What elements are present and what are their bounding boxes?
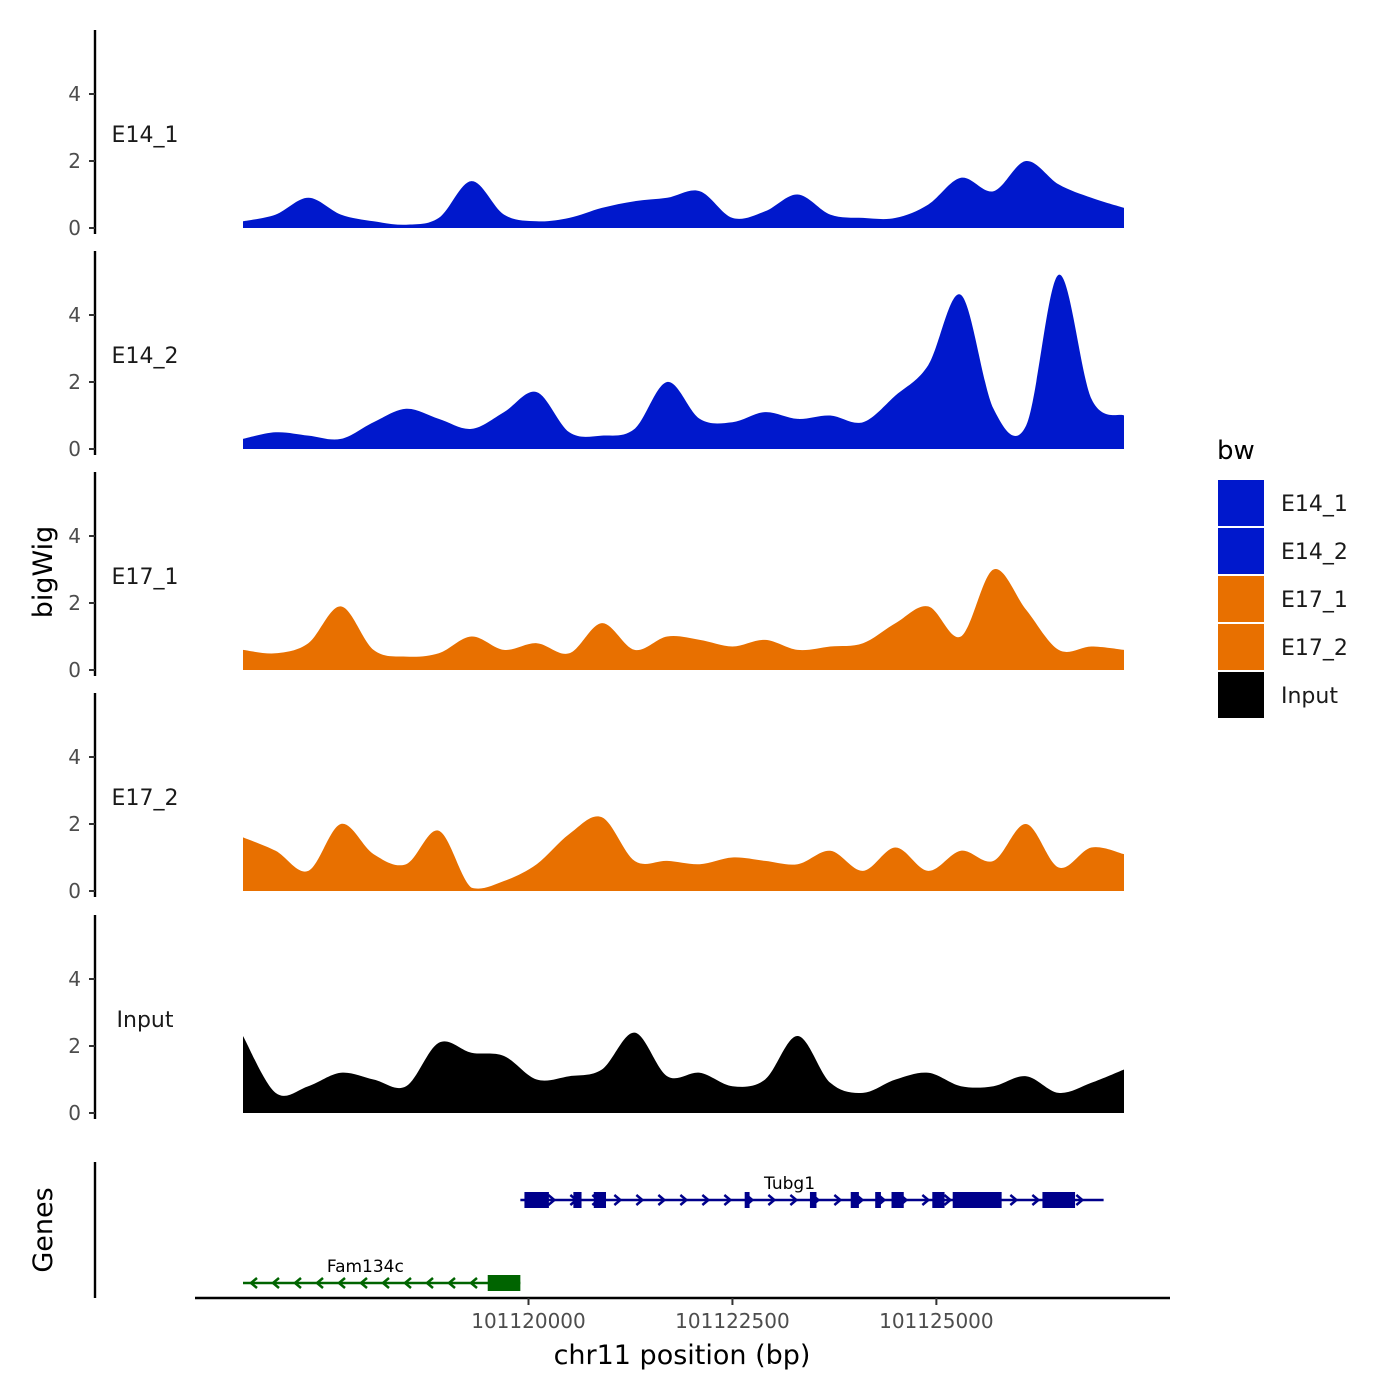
genes-axis-title: Genes (28, 1187, 59, 1272)
coverage-area (243, 274, 1124, 449)
strand-arrow (447, 1277, 456, 1289)
strand-arrow (381, 1277, 390, 1289)
legend-entry-label: E17_1 (1281, 588, 1348, 613)
strand-arrow (1009, 1194, 1019, 1206)
strand-arrow (1031, 1194, 1041, 1206)
legend-swatch (1218, 576, 1264, 622)
strand-arrow (359, 1277, 368, 1289)
y-tick-label: 0 (68, 437, 81, 461)
strand-arrow (723, 1194, 733, 1206)
gene-exon (891, 1192, 904, 1208)
track-label: E17_1 (112, 565, 179, 590)
legend-entry-label: E17_2 (1281, 636, 1348, 661)
y-axis-title: bigWig (28, 526, 59, 619)
tracks-layer: 0 2 4 E14_1 0 2 4 E14_2 0 2 4 E17_1 0 2 4 E17_2 0 2 4 Input (68, 30, 1124, 1125)
x-axis-title: chr11 position (bp) (554, 1340, 811, 1371)
strand-arrow (789, 1194, 799, 1206)
strand-arrow (657, 1194, 667, 1206)
gene-exon (809, 1192, 817, 1208)
y-tick-label: 4 (68, 82, 81, 106)
gene-fam134c: Fam134c (243, 1257, 521, 1291)
strand-arrow (337, 1277, 346, 1289)
track-e14-1: 0 2 4 E14_1 (68, 30, 1124, 240)
legend-swatch (1218, 624, 1264, 670)
gene-name-label: Fam134c (327, 1257, 404, 1277)
strand-arrow (767, 1194, 777, 1206)
strand-arrow (403, 1277, 412, 1289)
y-tick-label: 0 (68, 658, 81, 682)
gene-tubg1: Tubg1 (520, 1174, 1104, 1208)
legend-swatch (1218, 528, 1264, 574)
gene-exon (875, 1192, 881, 1208)
y-tick-label: 4 (68, 967, 81, 991)
y-tick-label: 2 (68, 1034, 81, 1058)
track-e17-2: 0 2 4 E17_2 (68, 693, 1124, 903)
gene-exon (952, 1192, 1002, 1208)
track-e14-2: 0 2 4 E14_2 (68, 251, 1124, 461)
y-tick-label: 4 (68, 745, 81, 769)
strand-arrow (921, 1194, 931, 1206)
strand-arrow (613, 1194, 623, 1206)
strand-arrow (547, 1194, 557, 1206)
x-tick-label: 101125000 (879, 1309, 994, 1333)
legend: bw E14_1 E14_2 E17_1 E17_2 Input (1217, 436, 1348, 718)
y-tick-label: 0 (68, 1101, 81, 1125)
strand-arrow (425, 1277, 434, 1289)
y-tick-label: 2 (68, 149, 81, 173)
gene-exon (1042, 1192, 1076, 1208)
y-tick-label: 2 (68, 370, 81, 394)
track-label: Input (117, 1008, 174, 1033)
track-label: E14_1 (112, 123, 179, 148)
gene-exon (487, 1275, 521, 1291)
strand-arrow (679, 1194, 689, 1206)
y-tick-label: 2 (68, 591, 81, 615)
legend-entry-label: E14_2 (1281, 540, 1348, 565)
track-label: E14_2 (112, 344, 179, 369)
y-tick-label: 2 (68, 812, 81, 836)
gene-exon (524, 1192, 549, 1208)
gene-exon (932, 1192, 945, 1208)
y-tick-label: 0 (68, 216, 81, 240)
gene-exon (593, 1192, 607, 1208)
strand-arrow (943, 1194, 953, 1206)
legend-title: bw (1217, 436, 1255, 466)
y-tick-label: 4 (68, 524, 81, 548)
strand-arrow (635, 1194, 645, 1206)
x-axis: 101120000 101122500 101125000 (195, 1296, 1170, 1333)
gene-name-label: Tubg1 (763, 1174, 815, 1194)
x-tick-label: 101122500 (675, 1309, 790, 1333)
strand-arrow (271, 1277, 280, 1289)
track-label: E17_2 (112, 786, 179, 811)
legend-swatch (1218, 480, 1264, 526)
strand-arrow (833, 1194, 843, 1206)
strand-arrow (315, 1277, 324, 1289)
y-tick-label: 0 (68, 879, 81, 903)
x-tick-label: 101120000 (471, 1309, 586, 1333)
strand-arrow (293, 1277, 302, 1289)
track-e17-1: 0 2 4 E17_1 (68, 472, 1124, 682)
y-tick-label: 4 (68, 303, 81, 327)
gene-exon (744, 1192, 750, 1208)
legend-swatch (1218, 672, 1264, 718)
coverage-area (243, 160, 1124, 228)
track-input: 0 2 4 Input (68, 915, 1124, 1125)
legend-entry-label: Input (1281, 684, 1338, 709)
coverage-area (243, 816, 1124, 891)
genes-layer: Tubg1 Fam134c (93, 1162, 1104, 1298)
gene-exon (850, 1192, 859, 1208)
gene-exon (573, 1192, 582, 1208)
strand-arrow (1075, 1194, 1085, 1206)
coverage-area (243, 569, 1124, 670)
strand-arrow (249, 1277, 258, 1289)
strand-arrow (701, 1194, 711, 1206)
coverage-area (243, 1032, 1124, 1113)
strand-arrow (469, 1277, 478, 1289)
legend-entry-label: E14_1 (1281, 492, 1348, 517)
